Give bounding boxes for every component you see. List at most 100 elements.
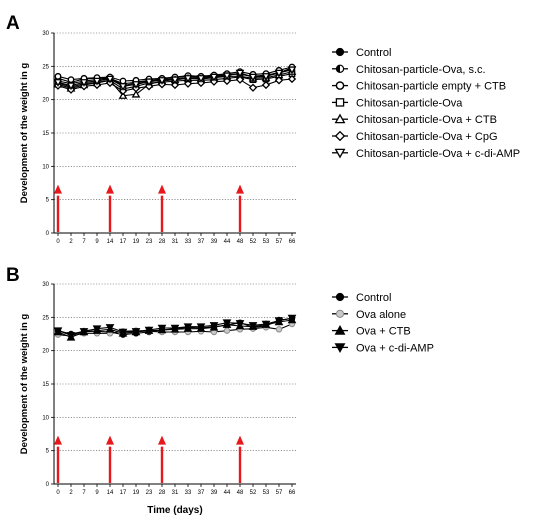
x-tick-label: 57 (276, 239, 283, 245)
x-tick-label: 44 (224, 490, 231, 496)
series-7 (53, 66, 297, 91)
data-point (118, 86, 128, 96)
x-tick-label: 7 (82, 239, 86, 245)
data-point (119, 77, 127, 85)
data-point (144, 326, 154, 335)
data-point (274, 69, 284, 78)
x-tick-label: 53 (263, 239, 270, 245)
y-axis-label: Development of the weight in g (19, 314, 30, 455)
x-tick-label: 0 (56, 490, 60, 496)
y-tick-label: 30 (42, 31, 49, 37)
x-tick-label: 23 (146, 490, 153, 496)
data-point (275, 326, 283, 333)
x-tick-label: 66 (289, 239, 296, 245)
x-tick-label: 17 (120, 239, 127, 245)
data-point (222, 72, 232, 81)
y-tick-label: 10 (42, 164, 49, 170)
x-tick-label: 52 (250, 239, 257, 245)
legend-item: Ova + CTB (332, 324, 411, 338)
data-point (235, 75, 245, 84)
data-point (209, 73, 219, 82)
legend-marker (335, 98, 345, 107)
data-point (274, 76, 284, 85)
legend-label: Ova + c-di-AMP (356, 342, 434, 354)
x-tick-label: 48 (237, 490, 244, 496)
x-tick-label: 7 (82, 490, 86, 496)
legend-marker (334, 343, 346, 354)
x-tick-label: 9 (95, 239, 99, 245)
data-point (79, 328, 89, 336)
immunization-arrows (54, 435, 244, 483)
panel-label: B (6, 265, 20, 286)
x-tick-label: 53 (263, 490, 270, 496)
x-tick-label: 52 (250, 490, 257, 496)
x-tick-label: 0 (56, 239, 60, 245)
x-tick-label: 48 (237, 239, 244, 245)
legend-label: Control (356, 292, 391, 304)
data-point (92, 325, 102, 334)
legend-marker (335, 309, 345, 318)
y-tick-label: 10 (42, 415, 49, 421)
legend-item: Chitosan-particle-Ova + c-di-AMP (332, 148, 520, 160)
data-point (170, 76, 180, 85)
data-point (131, 81, 141, 89)
x-tick-label: 33 (185, 239, 192, 245)
data-point (53, 79, 63, 87)
x-tick-label: 19 (133, 490, 140, 496)
data-point (196, 78, 206, 88)
data-point (287, 314, 297, 323)
legend-label: Ova + CTB (356, 326, 411, 338)
data-point (235, 69, 245, 78)
data-point (118, 83, 128, 91)
data-point (274, 317, 284, 326)
legend: Control Chitosan-particle-Ova, s.c. Chitos… (332, 47, 520, 160)
legend-marker (335, 81, 345, 90)
data-point (157, 324, 167, 333)
x-tick-label: 17 (120, 490, 127, 496)
data-point (248, 322, 258, 330)
x-tick-label: 23 (146, 239, 153, 245)
data-point (92, 77, 102, 86)
legend-marker (334, 113, 346, 124)
data-point (79, 79, 89, 87)
y-tick-label: 20 (42, 349, 49, 355)
x-tick-label: 31 (172, 239, 179, 245)
data-point (53, 327, 63, 336)
data-point (261, 80, 271, 90)
y-tick-label: 25 (42, 64, 49, 70)
x-tick-label: 33 (185, 490, 192, 496)
data-point (66, 82, 76, 91)
legend-label: Control (356, 47, 391, 59)
x-tick-label: 14 (107, 239, 114, 245)
data-point (54, 72, 62, 80)
data-point (105, 75, 115, 84)
x-tick-label: 31 (172, 490, 179, 496)
x-tick-label: 39 (211, 239, 218, 245)
data-point (196, 75, 206, 83)
immunization-arrow (236, 435, 244, 483)
legend-label: Ova alone (356, 309, 406, 321)
data-point (248, 73, 258, 82)
y-tick-label: 15 (42, 131, 49, 137)
series-6 (53, 74, 297, 96)
y-tick-label: 15 (42, 382, 49, 388)
legend-item: Ova + c-di-AMP (332, 342, 434, 354)
y-tick-label: 5 (46, 449, 50, 455)
immunization-arrows (54, 184, 244, 232)
x-tick-label: 19 (133, 239, 140, 245)
data-point (131, 89, 141, 98)
data-point (222, 319, 232, 328)
legend-item: Chitosan-particle-Ova + CTB (332, 113, 497, 126)
data-point (183, 75, 193, 83)
data-point (287, 66, 297, 75)
legend-label: Chitosan-particle-Ova (356, 97, 463, 109)
legend-label: Chitosan-particle-Ova + CTB (356, 114, 497, 126)
series-4 (53, 314, 297, 340)
legend: Control Ova alone Ova + CTB Ova + c-di-AMP (332, 292, 434, 354)
legend-label: Chitosan-particle empty + CTB (356, 81, 506, 93)
data-point (144, 82, 154, 91)
data-point (261, 73, 271, 81)
chart-panel-a: A 0 5 10 15 20 25 30 0 2 7 9 14 17 19 23 28 31 33 37 39 44 48 5… (6, 13, 520, 245)
immunization-arrow (54, 184, 62, 232)
